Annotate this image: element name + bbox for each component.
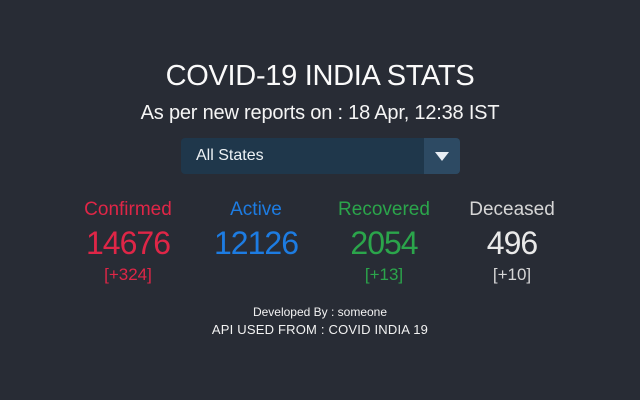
developed-by-text: Developed By : someone [252,305,388,319]
stat-deceased: Deceased 496 [+10] [448,198,576,286]
state-select-value: All States [196,147,264,164]
stat-label: Active [230,199,282,220]
stat-label: Confirmed [84,199,172,220]
chevron-down-icon [435,151,449,161]
api-source-text: API USED FROM : COVID INDIA 19 [211,322,429,337]
stat-value: 496 [486,225,538,261]
page-title: COVID-19 INDIA STATS [165,60,475,92]
stat-delta [192,264,320,286]
stat-recovered: Recovered 2054 [+13] [320,198,448,286]
report-timestamp: As per new reports on : 18 Apr, 12:38 IS… [140,102,500,124]
stat-delta: [+10] [492,265,532,284]
state-select-dropdown[interactable]: All States [181,138,460,174]
stat-confirmed: Confirmed 14676 [+324] [64,198,192,286]
stats-row: Confirmed 14676 [+324] Active 12126 Reco… [64,198,576,286]
stat-active: Active 12126 [192,198,320,286]
stat-value: 12126 [214,225,299,261]
stat-value: 2054 [350,225,418,261]
stat-delta: [+324] [104,265,152,284]
stat-label: Recovered [338,199,430,220]
stat-value: 14676 [86,225,171,261]
footer: Developed By : someone API USED FROM : C… [0,304,640,338]
stat-label: Deceased [469,199,555,220]
dropdown-arrow-button[interactable] [424,138,460,174]
stat-delta: [+13] [364,265,404,284]
